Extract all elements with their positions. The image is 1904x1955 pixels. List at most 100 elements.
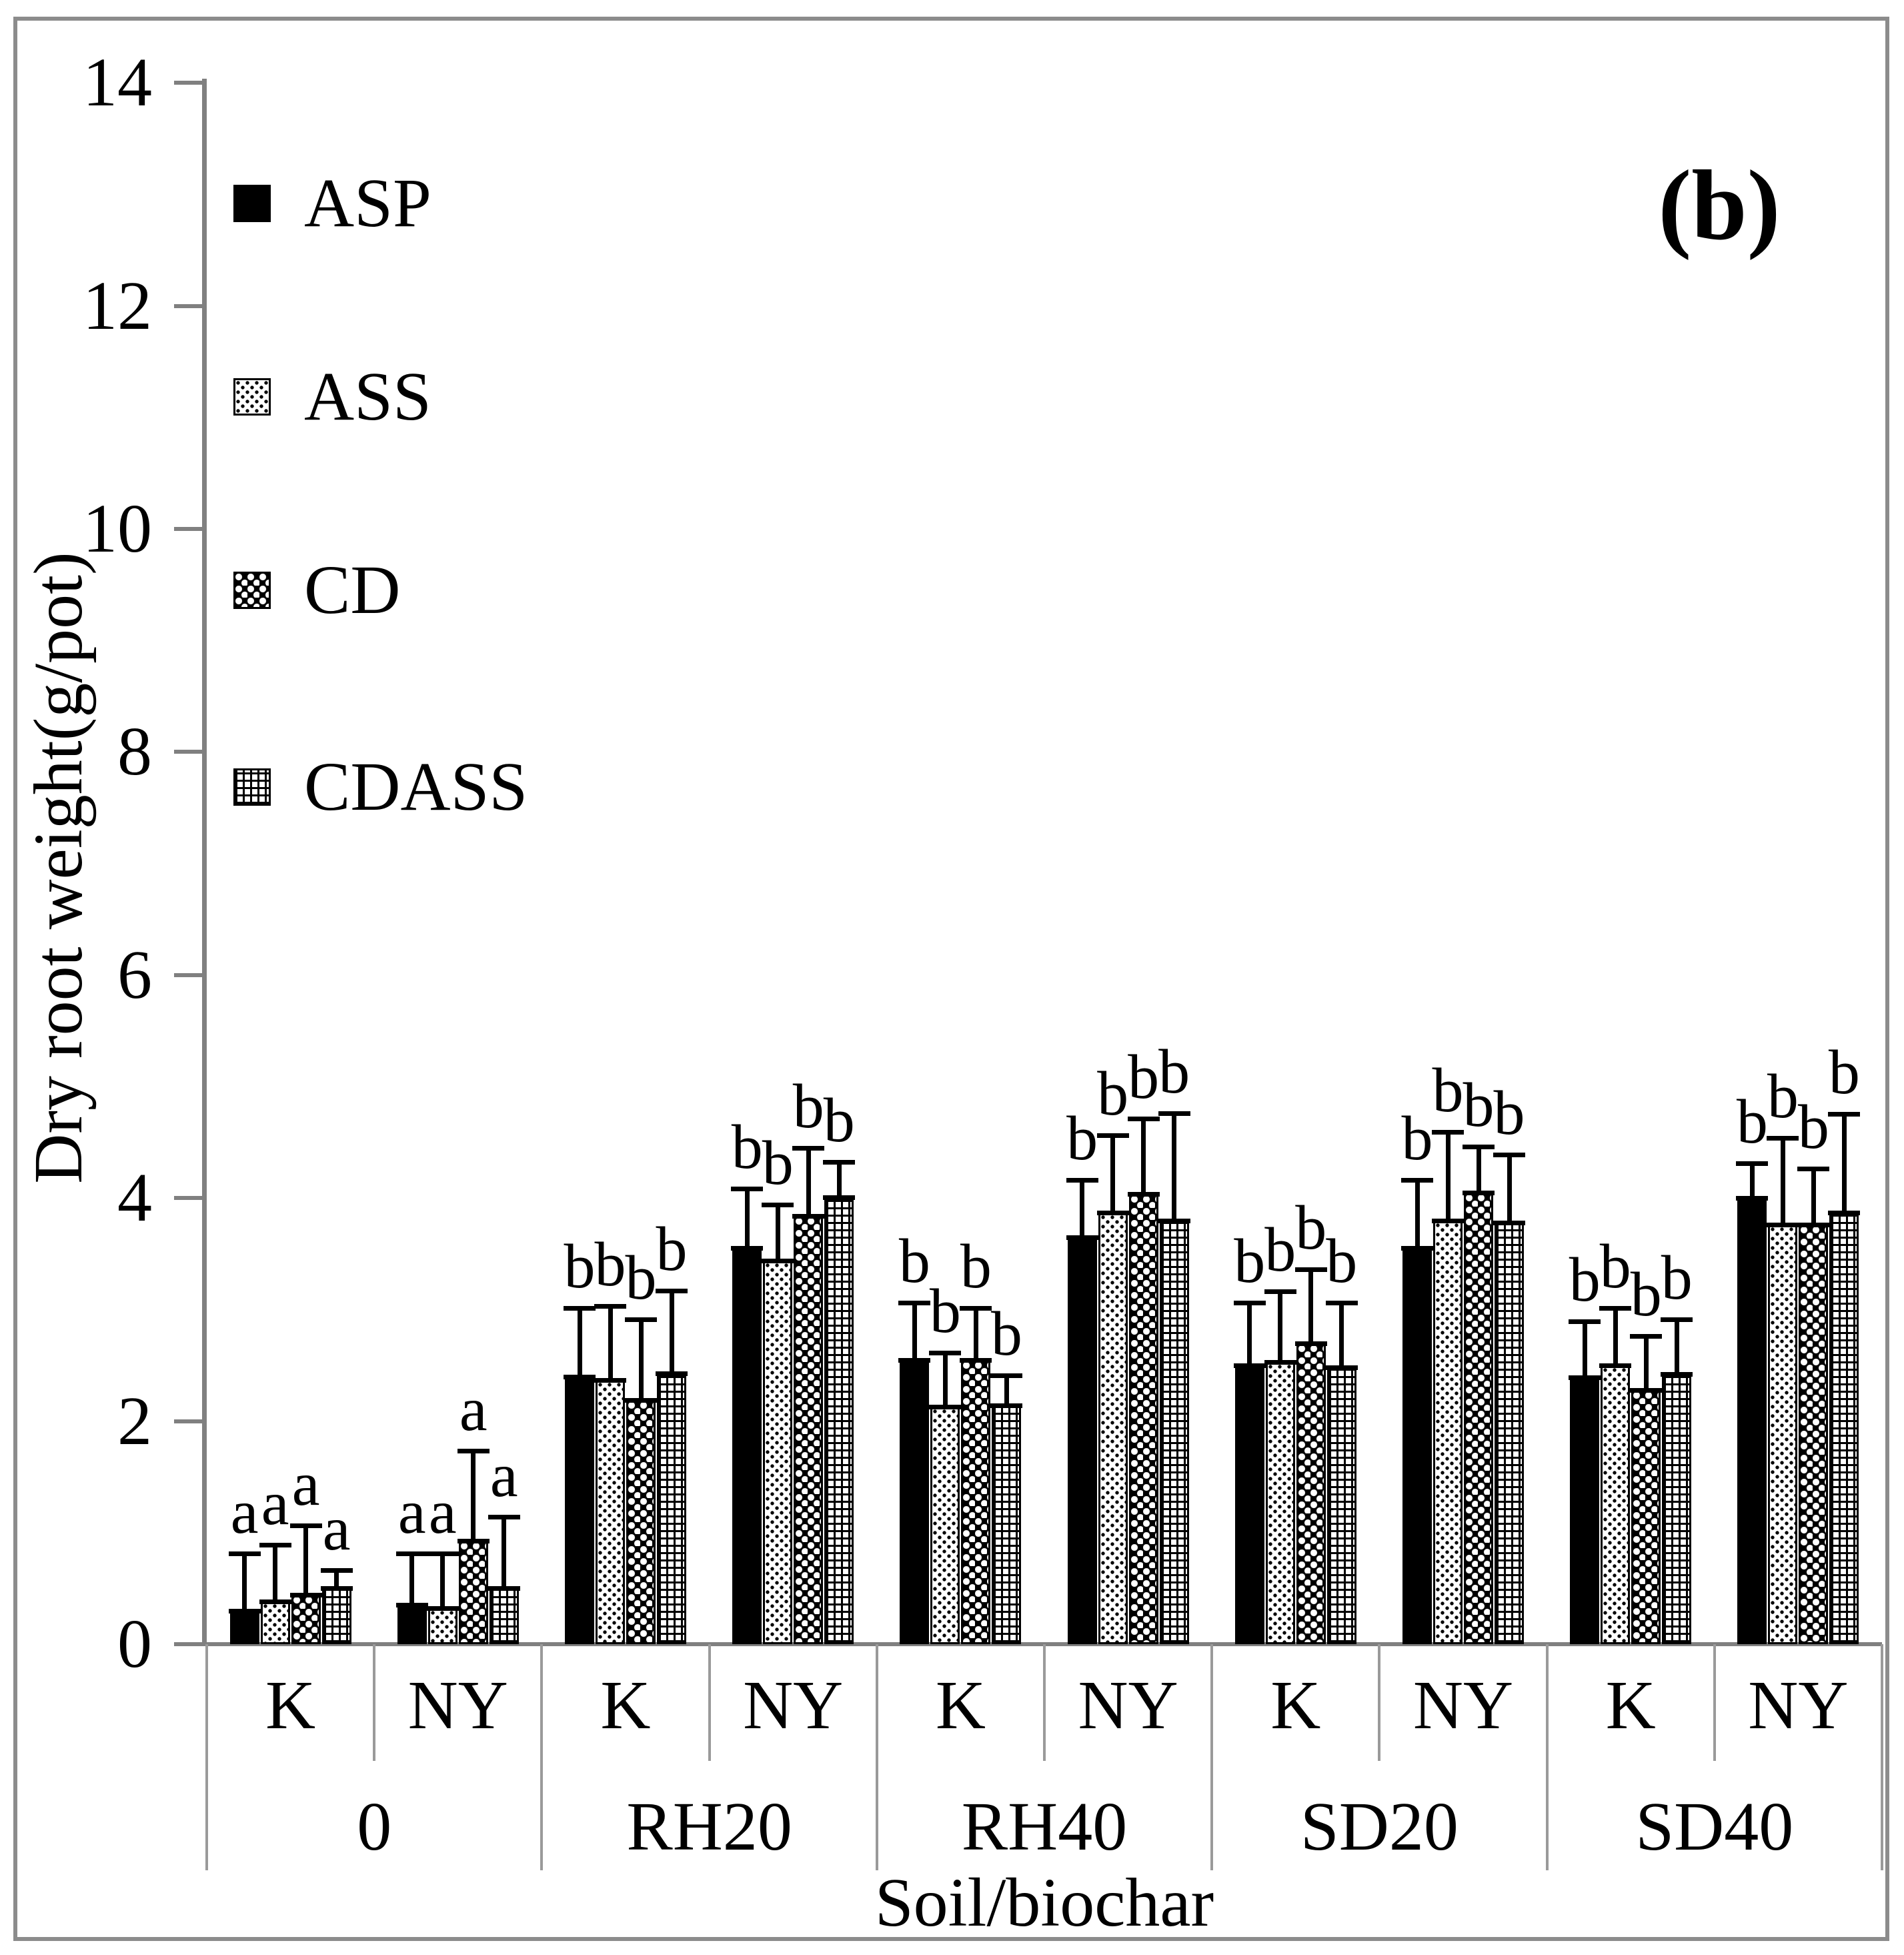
x-sublabel-0-K: K: [265, 1667, 316, 1744]
bar-RH40-K-CDASS: [992, 1405, 1022, 1644]
error-bar-0-NY-CD: [471, 1452, 476, 1541]
bar-RH20-K-ASS: [596, 1379, 625, 1644]
error-cap-top-SD20-K-ASS: [1264, 1289, 1296, 1295]
error-bar-RH40-NY-CDASS: [1172, 1114, 1177, 1221]
error-bar-0-K-CDASS: [334, 1571, 339, 1589]
y-tick-8: [174, 750, 202, 754]
sig-letter-0-K-ASP: a: [230, 1477, 259, 1547]
error-cap-base-SD40-K-CDASS: [1661, 1372, 1693, 1377]
bar-SD20-NY-ASP: [1402, 1248, 1432, 1644]
error-bar-RH40-NY-ASS: [1110, 1137, 1116, 1213]
error-cap-top-SD20-NY-CDASS: [1493, 1152, 1525, 1157]
bar-0-K-ASP: [229, 1610, 259, 1644]
error-bar-SD20-NY-CDASS: [1507, 1155, 1512, 1223]
error-cap-top-RH20-K-CDASS: [656, 1288, 688, 1293]
error-cap-top-RH20-K-CD: [625, 1317, 657, 1323]
error-bar-SD20-NY-ASS: [1445, 1133, 1451, 1221]
error-cap-top-0-K-ASP: [228, 1551, 261, 1557]
y-tick-4: [174, 1196, 202, 1201]
bar-RH40-NY-CD: [1128, 1193, 1158, 1644]
group-separator: [1881, 1644, 1883, 1870]
error-cap-base-RH20-NY-ASP: [731, 1246, 764, 1251]
sig-letter-0-K-ASS: a: [261, 1468, 289, 1538]
group-separator: [1210, 1644, 1214, 1870]
group-separator: [1545, 1644, 1549, 1870]
error-cap-base-RH20-NY-CD: [792, 1213, 825, 1219]
error-cap-base-SD40-K-CD: [1630, 1387, 1663, 1393]
error-bar-SD20-K-ASP: [1247, 1304, 1252, 1365]
solid-black-swatch-icon: [233, 185, 271, 222]
error-cap-top-0-K-CDASS: [320, 1568, 353, 1573]
error-bar-RH20-NY-CDASS: [836, 1163, 842, 1197]
sig-letter-SD40-NY-CDASS: b: [1828, 1038, 1860, 1108]
error-cap-base-RH40-NY-CD: [1127, 1191, 1160, 1197]
error-cap-top-RH20-NY-CD: [792, 1145, 825, 1151]
error-cap-top-SD20-K-CD: [1294, 1267, 1327, 1272]
sig-letter-SD20-NY-ASP: b: [1401, 1104, 1433, 1174]
polka-dots-swatch-icon: [233, 378, 271, 416]
bar-SD40-NY-CDASS: [1829, 1212, 1859, 1644]
error-cap-base-SD20-NY-ASS: [1432, 1218, 1464, 1223]
error-bar-RH40-K-CDASS: [1004, 1376, 1009, 1406]
bar-0-K-CDASS: [321, 1588, 351, 1644]
error-cap-top-0-NY-CD: [457, 1449, 490, 1454]
x-axis-line: [174, 1642, 1882, 1646]
error-cap-base-SD40-NY-CDASS: [1828, 1210, 1861, 1215]
error-bar-RH20-K-ASP: [577, 1309, 582, 1377]
error-cap-base-SD20-K-ASP: [1233, 1363, 1266, 1368]
sig-letter-RH40-NY-ASP: b: [1066, 1104, 1098, 1174]
error-cap-top-RH40-NY-CD: [1127, 1117, 1160, 1122]
bar-SD40-K-ASP: [1570, 1377, 1600, 1644]
error-cap-top-0-NY-ASS: [426, 1551, 459, 1557]
x-axis-title: Soil/biochar: [874, 1864, 1214, 1941]
error-cap-top-0-NY-CDASS: [488, 1515, 520, 1520]
error-cap-base-RH20-K-ASP: [564, 1374, 596, 1379]
error-cap-base-0-NY-ASP: [395, 1603, 428, 1608]
y-tick-12: [174, 303, 202, 308]
bar-RH40-NY-ASP: [1067, 1237, 1097, 1644]
error-cap-base-SD20-K-CDASS: [1325, 1365, 1358, 1371]
legend-label-cd: CD: [304, 552, 401, 628]
error-bar-SD40-K-CD: [1643, 1337, 1649, 1390]
error-cap-top-SD20-K-CDASS: [1325, 1301, 1358, 1306]
error-bar-SD20-NY-ASP: [1414, 1181, 1420, 1249]
y-tick-label-10: 10: [83, 490, 152, 567]
error-cap-top-RH40-K-CD: [960, 1306, 992, 1311]
bar-RH20-K-ASP: [565, 1376, 594, 1644]
legend-label-cdass: CDASS: [304, 748, 528, 825]
subgroup-separator: [708, 1644, 711, 1761]
error-bar-RH20-K-CDASS: [669, 1291, 674, 1373]
error-bar-RH40-K-ASS: [942, 1354, 948, 1407]
error-bar-0-K-ASS: [273, 1545, 278, 1602]
error-cap-top-RH20-NY-ASP: [731, 1187, 764, 1192]
y-tick-label-12: 12: [83, 267, 152, 344]
bar-SD20-NY-CDASS: [1495, 1222, 1524, 1644]
sig-letter-0-NY-CD: a: [459, 1375, 488, 1445]
error-cap-top-SD40-K-ASS: [1599, 1306, 1632, 1311]
error-cap-top-SD40-K-ASP: [1569, 1319, 1601, 1325]
bar-SD20-K-CDASS: [1326, 1367, 1356, 1644]
error-cap-top-RH40-NY-ASP: [1066, 1178, 1098, 1183]
sig-letter-RH20-K-CDASS: b: [656, 1214, 688, 1284]
error-cap-top-SD20-K-ASP: [1233, 1301, 1266, 1306]
x-sublabel-RH40-K: K: [935, 1667, 986, 1744]
y-tick-6: [174, 972, 202, 977]
error-cap-base-RH40-K-CD: [960, 1357, 992, 1363]
error-cap-base-RH40-NY-CDASS: [1158, 1218, 1190, 1223]
error-bar-0-K-CD: [303, 1527, 309, 1595]
error-cap-top-SD40-NY-CD: [1797, 1167, 1830, 1172]
error-cap-base-RH20-K-CD: [625, 1397, 657, 1403]
error-cap-base-SD20-K-CD: [1294, 1341, 1327, 1346]
x-sublabel-SD40-NY: NY: [1748, 1667, 1849, 1744]
bar-RH40-NY-ASS: [1098, 1212, 1128, 1644]
error-cap-top-0-K-CD: [289, 1523, 322, 1529]
x-sublabel-RH40-NY: NY: [1078, 1667, 1178, 1744]
panel-label: (b): [1658, 150, 1781, 261]
error-cap-base-RH40-K-ASP: [898, 1357, 931, 1363]
error-cap-top-SD40-NY-ASS: [1767, 1135, 1799, 1141]
error-cap-top-SD40-K-CD: [1630, 1334, 1663, 1339]
error-bar-0-NY-ASP: [409, 1555, 415, 1605]
sig-letter-SD40-NY-ASP: b: [1736, 1087, 1768, 1157]
error-bar-0-NY-CDASS: [502, 1518, 507, 1589]
bar-RH20-NY-ASS: [763, 1260, 793, 1644]
